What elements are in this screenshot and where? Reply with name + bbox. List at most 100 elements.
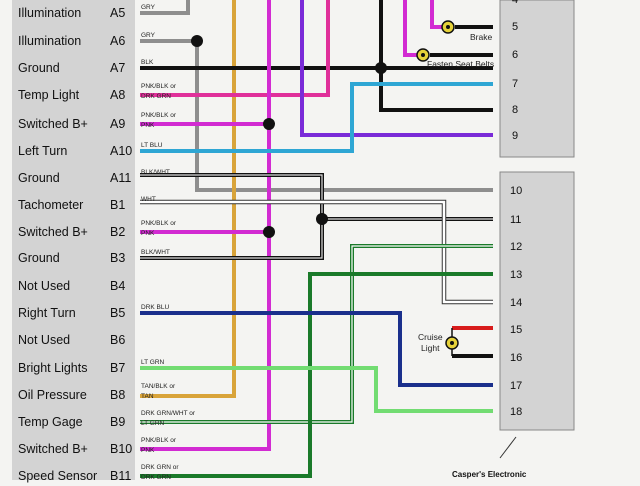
terminal-13: 13 bbox=[510, 269, 522, 281]
pin-code-label: B4 bbox=[110, 279, 126, 293]
terminal-4: 4 bbox=[512, 0, 518, 6]
terminal-14: 14 bbox=[510, 297, 522, 309]
terminal-12: 12 bbox=[510, 241, 522, 253]
pin-code-label: B1 bbox=[110, 198, 126, 212]
pin-code-label: B5 bbox=[110, 306, 126, 320]
pin-row-b3: Ground B3 bbox=[12, 248, 135, 268]
pin-function-label: Temp Light bbox=[18, 88, 80, 102]
wire-code-label-a5: GRY bbox=[141, 4, 156, 11]
terminal-16: 16 bbox=[510, 352, 522, 364]
terminal-9: 9 bbox=[512, 130, 518, 142]
wire-code-label-b5: DRK BLU bbox=[141, 304, 169, 311]
pin-row-b7: Bright Lights B7 bbox=[12, 358, 135, 378]
pin-code-label: B3 bbox=[110, 251, 126, 265]
pin-code-label: B6 bbox=[110, 333, 126, 347]
terminal-11: 11 bbox=[510, 214, 521, 226]
pin-function-label: Switched B+ bbox=[18, 442, 88, 456]
pin-code-label: A8 bbox=[110, 88, 126, 102]
pin-function-label: Left Turn bbox=[18, 144, 68, 158]
splice-pnk-a9 bbox=[263, 118, 275, 130]
pin-code-label: A6 bbox=[110, 34, 126, 48]
terminal-18: 18 bbox=[510, 406, 522, 418]
connector-top-block bbox=[499, 0, 575, 158]
wire-code-label-b7: LT GRN bbox=[141, 359, 165, 366]
pin-function-label: Ground bbox=[18, 61, 60, 75]
pin-code-label: A9 bbox=[110, 117, 126, 131]
wire-drkblu-b5 bbox=[140, 311, 493, 387]
pin-row-a10: Left Turn A10 bbox=[12, 141, 135, 161]
wire-blk-to-8 bbox=[379, 0, 493, 112]
pin-code-label: B10 bbox=[110, 442, 133, 456]
pin-function-label: Switched B+ bbox=[18, 117, 88, 131]
pin-function-label: Ground bbox=[18, 171, 60, 185]
splice-blk bbox=[375, 62, 387, 74]
wire-purple-9 bbox=[300, 0, 493, 137]
wire-pnk-a8 bbox=[140, 0, 330, 97]
wire-gry-a5 bbox=[140, 0, 190, 15]
pin-row-a7: Ground A7 bbox=[12, 58, 135, 78]
wire-blkwht-a11 bbox=[140, 173, 493, 221]
seatbelt-lamp-icon bbox=[416, 48, 430, 62]
pin-function-label: Tachometer bbox=[18, 198, 84, 212]
terminal-5: 5 bbox=[512, 21, 518, 33]
pin-row-a9: Switched B+ A9 bbox=[12, 114, 135, 134]
wire-drkgrnwht-b9-inner bbox=[140, 245, 493, 423]
wire-code-label-a6: GRY bbox=[141, 32, 156, 39]
connector-a-panel: Illumination A5 Illumination A6 Ground A7 Temp… bbox=[12, 0, 135, 483]
pin-row-b8: Oil Pressure B8 bbox=[12, 385, 135, 405]
terminal-8: 8 bbox=[512, 104, 518, 116]
pin-function-label: Ground bbox=[18, 251, 60, 265]
wire-gry-a6 bbox=[140, 39, 493, 192]
terminal-7: 7 bbox=[512, 78, 518, 90]
wire-magenta-6 bbox=[403, 0, 418, 57]
pin-code-label: B9 bbox=[110, 415, 126, 429]
wire-code-label-a11: BLK/WHT bbox=[141, 169, 170, 176]
pin-code-label: A10 bbox=[110, 144, 133, 158]
pin-row-a6: Illumination A6 bbox=[12, 31, 135, 51]
wire-ltgrn-b7 bbox=[140, 366, 493, 413]
pin-function-label: Oil Pressure bbox=[18, 388, 87, 402]
splice-gry bbox=[191, 35, 203, 47]
pin-row-b6: Not Used B6 bbox=[12, 330, 135, 350]
wire-ltblu-a10 bbox=[140, 82, 493, 153]
cruise-light-label: Cruise Light bbox=[418, 332, 443, 353]
pin-row-a11: Ground A11 bbox=[12, 168, 135, 188]
wire-code-label-b8: TAN/BLK or TAN bbox=[141, 383, 176, 400]
pin-function-label: Temp Gage bbox=[18, 415, 83, 429]
pin-row-b1: Tachometer B1 bbox=[12, 195, 135, 215]
pin-row-b4: Not Used B4 bbox=[12, 276, 135, 296]
pin-row-b2: Switched B+ B2 bbox=[12, 222, 135, 242]
splice-pnk-b2 bbox=[263, 226, 275, 238]
pin-code-label: B8 bbox=[110, 388, 126, 402]
wire-code-label-b3: BLK/WHT bbox=[141, 249, 170, 256]
pin-row-b10: Switched B+ B10 bbox=[12, 439, 135, 459]
pin-function-label: Illumination bbox=[18, 34, 82, 48]
wire-code-label-b1: WHT bbox=[141, 196, 156, 203]
wire-code-label-b10: PNK/BLK or PNK bbox=[141, 437, 177, 454]
pin-function-label: Not Used bbox=[18, 279, 71, 293]
pin-function-label: Bright Lights bbox=[18, 361, 88, 375]
wire-code-label-a8: PNK/BLK or DRK GRN bbox=[141, 83, 177, 100]
pin-code-label: A5 bbox=[110, 6, 126, 20]
wire-code-label-b9: DRK GRN/WHT or LT GRN bbox=[141, 410, 196, 427]
connector-bottom-block bbox=[499, 171, 575, 431]
caption-pointer bbox=[499, 436, 517, 459]
terminal-15: 15 bbox=[510, 324, 522, 336]
pin-function-label: Switched B+ bbox=[18, 225, 88, 239]
wire-wht-b1-inner bbox=[140, 200, 493, 304]
pin-code-label: B7 bbox=[110, 361, 126, 375]
pin-function-label: Right Turn bbox=[18, 306, 76, 320]
wire-code-label-a10: LT BLU bbox=[141, 142, 163, 149]
pin-code-label: A11 bbox=[110, 171, 132, 185]
pin-row-a8: Temp Light A8 bbox=[12, 85, 135, 105]
brake-lamp-icon bbox=[441, 20, 455, 34]
pin-code-label: A7 bbox=[110, 61, 126, 75]
seatbelt-label: Fasten Seat Belts bbox=[427, 59, 494, 69]
pin-code-label: B2 bbox=[110, 225, 126, 239]
wire-code-label-a9: PNK/BLK or PNK bbox=[141, 112, 177, 129]
wire-blkwht-a11-inner bbox=[140, 174, 493, 220]
wire-tan-b8 bbox=[140, 0, 236, 398]
pin-function-label: Not Used bbox=[18, 333, 71, 347]
pin-function-label: Illumination bbox=[18, 6, 82, 20]
